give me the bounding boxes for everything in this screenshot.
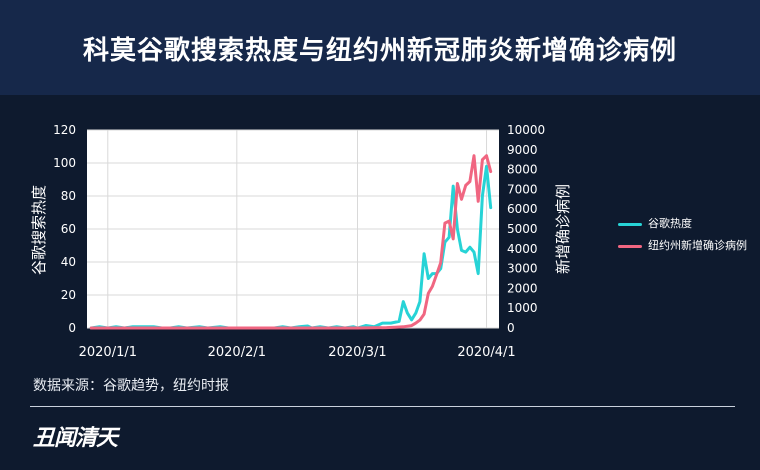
left-tick-label: 120 bbox=[53, 123, 76, 137]
right-tick-label: 10000 bbox=[507, 123, 545, 137]
x-tick-label: 2020/1/1 bbox=[79, 345, 137, 360]
source-note: 数据来源：谷歌趋势，纽约时报 bbox=[33, 378, 229, 394]
right-tick-label: 1000 bbox=[507, 301, 538, 315]
series-layer bbox=[89, 154, 493, 330]
right-tick-label: 0 bbox=[507, 321, 515, 335]
right-tick-label: 3000 bbox=[507, 262, 538, 276]
divider bbox=[30, 406, 735, 407]
gridlines bbox=[87, 129, 499, 329]
series-line-ny-cases bbox=[89, 154, 493, 330]
right-axis-label: 新增确诊病例 bbox=[554, 184, 572, 274]
x-axis-ticks: 2020/1/1 2020/2/1 2020/3/1 2020/4/1 bbox=[79, 345, 516, 360]
left-tick-label: 80 bbox=[61, 189, 76, 203]
right-tick-label: 8000 bbox=[507, 163, 538, 177]
left-tick-label: 100 bbox=[53, 156, 76, 170]
right-tick-label: 2000 bbox=[507, 281, 538, 295]
right-tick-label: 7000 bbox=[507, 182, 538, 196]
left-tick-label: 20 bbox=[61, 288, 76, 302]
right-tick-label: 4000 bbox=[507, 242, 538, 256]
left-axis-label: 谷歌搜索热度 bbox=[30, 185, 48, 275]
right-tick-label: 6000 bbox=[507, 202, 538, 216]
x-tick-label: 2020/4/1 bbox=[457, 345, 515, 360]
right-tick-label: 5000 bbox=[507, 222, 538, 236]
legend-label-cases: 纽约州新增确诊病例 bbox=[648, 239, 747, 252]
legend-label-google: 谷歌热度 bbox=[648, 217, 692, 230]
legend-swatch-cases bbox=[618, 245, 642, 248]
logo: 丑闻清天 bbox=[33, 425, 118, 451]
right-axis-ticks: 0 1000 2000 3000 4000 5000 6000 7000 8000 9000 100… bbox=[507, 123, 545, 335]
legend-swatch-google bbox=[618, 223, 642, 226]
x-tick-label: 2020/2/1 bbox=[208, 345, 266, 360]
left-tick-label: 40 bbox=[61, 255, 76, 269]
header-banner: 科莫谷歌搜索热度与纽约州新冠肺炎新增确诊病例 bbox=[0, 0, 760, 95]
right-tick-label: 9000 bbox=[507, 143, 538, 157]
x-tick-label: 2020/3/1 bbox=[328, 345, 386, 360]
left-tick-label: 60 bbox=[61, 222, 76, 236]
left-axis-ticks: 0 20 40 60 80 100 120 bbox=[53, 123, 76, 335]
left-tick-label: 0 bbox=[68, 321, 76, 335]
chart: 0 20 40 60 80 100 120 0 1000 2000 3000 4000 5000 600… bbox=[30, 123, 572, 360]
page-title: 科莫谷歌搜索热度与纽约州新冠肺炎新增确诊病例 bbox=[82, 36, 677, 66]
